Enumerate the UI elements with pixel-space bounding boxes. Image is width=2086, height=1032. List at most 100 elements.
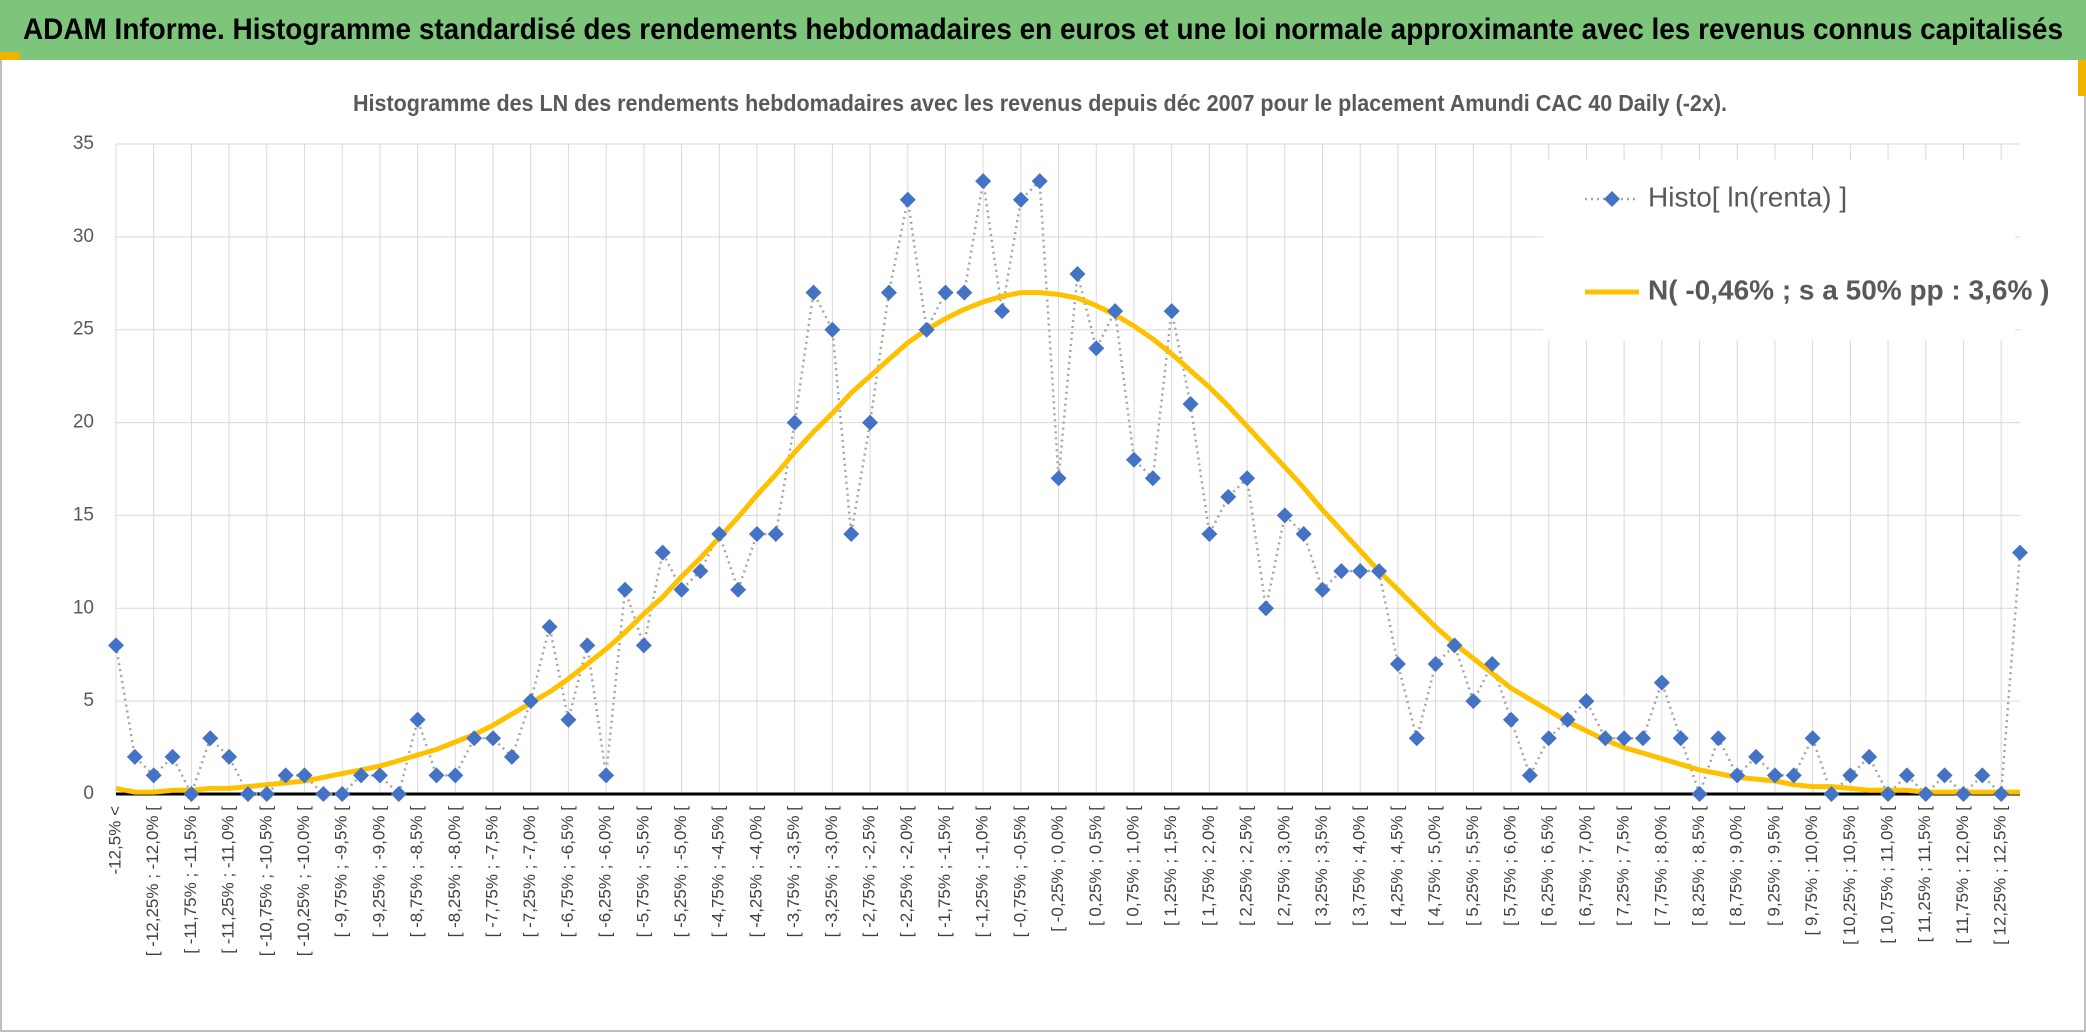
x-tick-label: [ -5,75% ; -5,5% [: [633, 806, 652, 938]
diamond-marker: [1540, 730, 1557, 747]
x-tick-label: [ -7,75% ; -7,5% [: [483, 806, 502, 938]
x-tick-label: -12,5% <: [105, 806, 124, 875]
diamond-marker: [334, 786, 351, 802]
diamond-marker: [1201, 526, 1218, 542]
diamond-marker: [1107, 303, 1124, 320]
diamond-marker: [1427, 656, 1444, 672]
banner-title: ADAM Informe. Histogramme standardisé de…: [23, 13, 2063, 46]
corner-mark: [2078, 60, 2086, 96]
x-tick-label: [ 0,25% ; 0,5% [: [1086, 806, 1105, 926]
diamond-marker: [277, 767, 294, 784]
banner: [0, 0, 2086, 60]
diamond-marker: [767, 526, 784, 542]
diamond-marker: [862, 414, 879, 431]
diamond-marker: [1653, 674, 1670, 691]
x-tick-label: [ -1,75% ; -1,5% [: [935, 806, 954, 938]
diamond-marker: [748, 526, 765, 542]
diamond-marker: [2012, 544, 2028, 561]
diamond-marker: [560, 711, 577, 728]
x-tick-label: [ 10,75% ; 11,0% [: [1878, 806, 1897, 944]
diamond-marker: [1239, 470, 1256, 487]
diamond-marker: [1333, 563, 1350, 580]
x-tick-label: [ -3,25% ; -3,0% [: [822, 806, 841, 938]
x-tick-label: [ 5,25% ; 5,5% [: [1463, 806, 1482, 926]
diamond-marker: [673, 581, 690, 598]
x-tick-label: [ 12,25% ; 12,5% [: [1991, 806, 2010, 945]
diamond-marker: [1012, 191, 1029, 208]
diamond-marker: [1295, 526, 1312, 542]
diamond-marker: [730, 581, 747, 598]
diamond-marker: [126, 748, 143, 765]
diamond-marker: [202, 730, 219, 747]
diamond-marker: [371, 767, 388, 784]
diamond-marker: [1484, 656, 1501, 672]
diamond-marker: [258, 786, 275, 802]
legend-label: N( -0,46% ; s a 50% pp : 3,6% ): [1648, 274, 2049, 305]
diamond-marker: [598, 767, 615, 784]
x-tick-label: [ -0,25% ; 0,0% [: [1048, 806, 1067, 932]
diamond-marker: [1804, 730, 1821, 747]
x-tick-label: [ 11,75% ; 12,0% [: [1953, 806, 1972, 944]
x-tick-label: [ 8,75% ; 9,0% [: [1727, 806, 1746, 926]
diamond-marker: [1276, 507, 1293, 524]
diamond-marker: [1069, 266, 1086, 282]
x-tick-label: [ 4,75% ; 5,0% [: [1425, 806, 1444, 926]
diamond-marker: [1898, 767, 1915, 784]
diamond-marker: [1634, 730, 1651, 747]
x-tick-label: [ 2,25% ; 2,5% [: [1237, 806, 1256, 926]
y-tick-label: 10: [73, 597, 94, 618]
diamond-marker: [692, 563, 709, 580]
x-tick-label: [ -9,25% ; -9,0% [: [369, 806, 388, 938]
diamond-marker: [1559, 711, 1576, 728]
x-tick-label: [ -5,25% ; -5,0% [: [671, 806, 690, 938]
diamond-marker: [1766, 767, 1783, 784]
diamond-marker: [390, 786, 407, 802]
diamond-marker: [1220, 488, 1237, 505]
diamond-marker: [824, 321, 841, 338]
diamond-marker: [1597, 730, 1614, 747]
diamond-marker: [1389, 656, 1406, 672]
diamond-marker: [1917, 786, 1934, 802]
x-tick-label: [ 0,75% ; 1,0% [: [1123, 806, 1142, 926]
x-tick-label: [ -4,25% ; -4,0% [: [746, 806, 765, 938]
diamond-marker: [1314, 581, 1331, 598]
diamond-marker: [994, 303, 1011, 320]
diamond-marker: [1993, 786, 2010, 802]
diamond-marker: [1880, 786, 1897, 802]
diamond-marker: [1446, 637, 1463, 654]
diamond-marker: [579, 637, 596, 654]
diamond-marker: [711, 526, 728, 542]
diamond-marker: [654, 544, 671, 561]
x-tick-label: [ -2,25% ; -2,0% [: [897, 806, 916, 938]
y-tick-label: 15: [73, 504, 94, 525]
x-tick-label: [ -6,25% ; -6,0% [: [596, 806, 615, 938]
diamond-marker: [1691, 786, 1708, 802]
legend-label: Histo[ ln(renta) ]: [1648, 181, 1847, 212]
corner-mark: [0, 52, 20, 60]
x-tick-label: [ 6,75% ; 7,0% [: [1576, 806, 1595, 926]
diamond-marker: [353, 767, 370, 784]
diamond-marker: [145, 767, 162, 784]
x-tick-label: [ -10,25% ; -10,0% [: [294, 806, 313, 957]
diamond-marker: [108, 637, 124, 654]
y-tick-label: 20: [73, 412, 94, 433]
diamond-marker: [1125, 451, 1142, 468]
y-tick-label: 5: [83, 690, 94, 711]
x-tick-label: [ 8,25% ; 8,5% [: [1689, 806, 1708, 926]
legend-swatch: [1604, 191, 1620, 207]
diamond-marker: [1050, 470, 1067, 487]
x-tick-label: [ 1,25% ; 1,5% [: [1161, 806, 1180, 926]
x-tick-label: [ 5,75% ; 6,0% [: [1500, 806, 1519, 926]
x-tick-label: [ -0,75% ; -0,5% [: [1010, 806, 1029, 938]
diamond-marker: [164, 748, 181, 765]
diamond-marker: [1031, 173, 1048, 190]
x-tick-label: [ -6,75% ; -6,5% [: [558, 806, 577, 938]
x-tick-label: [ -1,25% ; -1,0% [: [973, 806, 992, 938]
diamond-marker: [1785, 767, 1802, 784]
diamond-marker: [409, 711, 426, 728]
x-tick-label: [ -7,25% ; -7,0% [: [520, 806, 539, 938]
diamond-marker: [1729, 767, 1746, 784]
diamond-marker: [1578, 693, 1595, 710]
diamond-marker: [1408, 730, 1425, 747]
x-tick-label: [ 1,75% ; 2,0% [: [1199, 806, 1218, 926]
